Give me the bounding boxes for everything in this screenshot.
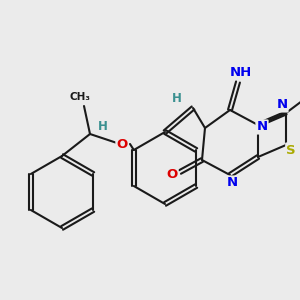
Text: H: H — [172, 92, 182, 104]
Text: NH: NH — [230, 65, 252, 79]
Text: O: O — [116, 139, 128, 152]
Text: N: N — [226, 176, 238, 190]
Text: CH₃: CH₃ — [70, 92, 91, 102]
Text: H: H — [98, 119, 108, 133]
Text: S: S — [286, 143, 296, 157]
Text: N: N — [276, 98, 288, 112]
Text: O: O — [167, 167, 178, 181]
Text: N: N — [256, 121, 268, 134]
